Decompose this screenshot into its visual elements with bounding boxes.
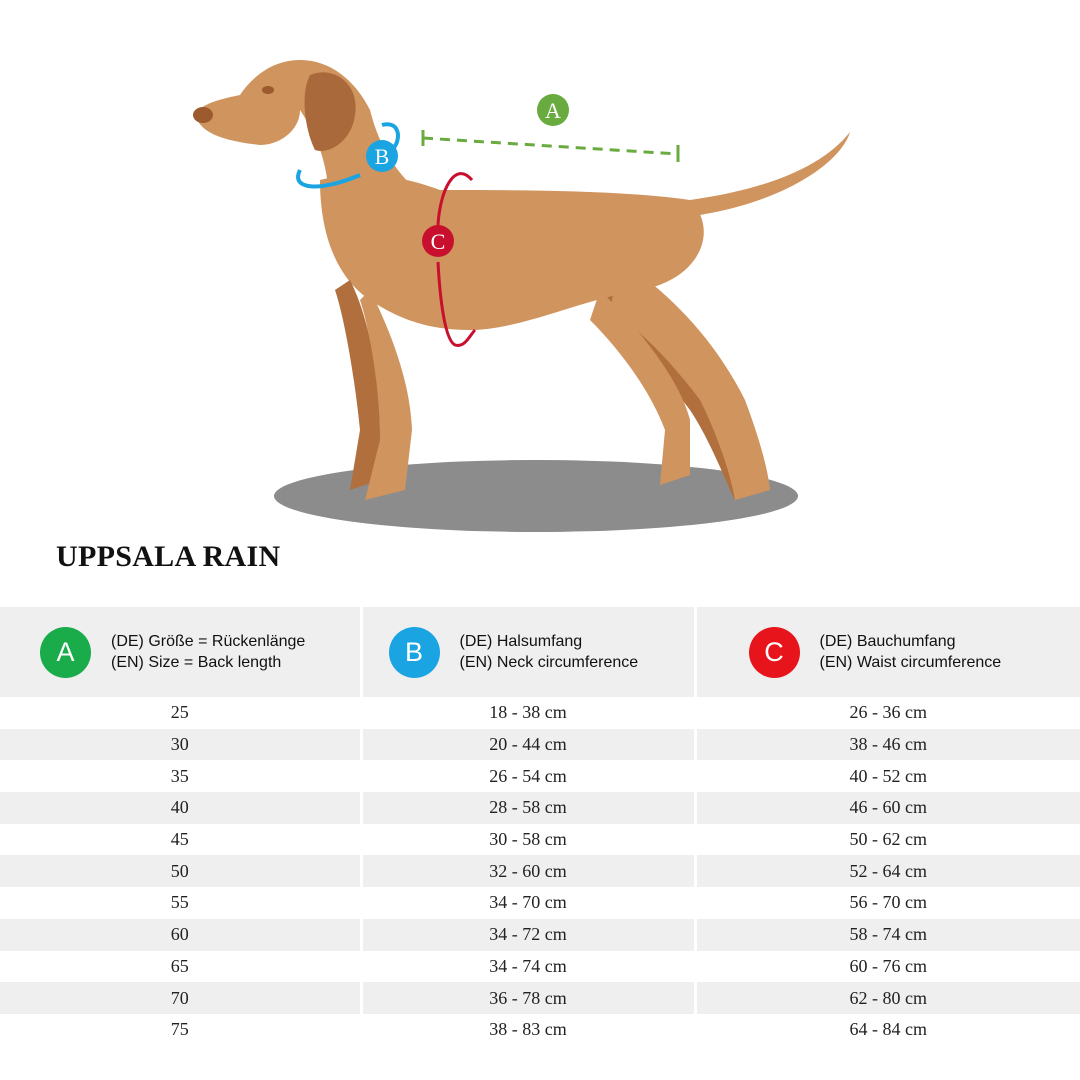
badge-a-icon: A — [40, 626, 91, 678]
cell-size: 25 — [0, 697, 363, 729]
cell-neck: 32 - 60 cm — [361, 855, 697, 888]
cell-size: 65 — [0, 950, 363, 983]
cell-neck: 34 - 70 cm — [361, 887, 697, 919]
floor-shadow — [274, 460, 798, 532]
table-row: 25 18 - 38 cm 26 - 36 cm — [0, 697, 1080, 729]
cell-neck: 30 - 58 cm — [361, 823, 697, 856]
table-row: 75 38 - 83 cm 64 - 84 cm — [0, 1013, 1080, 1046]
cell-waist: 46 - 60 cm — [695, 792, 1080, 824]
table-row: 70 36 - 78 cm 62 - 80 cm — [0, 982, 1080, 1014]
product-title: UPPSALA RAIN — [56, 540, 281, 573]
cell-waist: 50 - 62 cm — [849, 829, 927, 850]
cell-neck: 20 - 44 cm — [361, 728, 697, 761]
table-row: 45 30 - 58 cm 50 - 62 cm — [0, 823, 1080, 856]
header-waist: C (DE) Bauchumfang (EN) Waist circumferen… — [695, 607, 1080, 697]
table-row: 40 28 - 58 cm 46 - 60 cm — [0, 792, 1080, 824]
table-row: 30 20 - 44 cm 38 - 46 cm — [0, 728, 1080, 761]
cell-neck: 38 - 83 cm — [361, 1013, 697, 1046]
size-table: A (DE) Größe = Rückenlänge (EN) Size = Ba… — [0, 607, 1080, 1046]
cell-neck: 18 - 38 cm — [361, 697, 697, 729]
header-back-length: A (DE) Größe = Rückenlänge (EN) Size = Ba… — [0, 607, 363, 697]
svg-text:C: C — [431, 229, 446, 254]
cell-waist: 26 - 36 cm — [849, 702, 927, 723]
waist-marker: C — [422, 172, 477, 347]
dog-figure — [193, 60, 850, 500]
neck-marker: B — [296, 122, 400, 189]
cell-neck: 26 - 54 cm — [361, 760, 697, 793]
cell-size: 30 — [0, 728, 363, 761]
header-en: (EN) Waist circumference — [819, 654, 1002, 671]
cell-waist: 60 - 76 cm — [849, 955, 927, 976]
header-de: (DE) Bauchumfang — [819, 633, 956, 650]
header-en: (EN) Size = Back length — [111, 654, 282, 671]
cell-size: 50 — [0, 855, 363, 888]
table-row: 60 34 - 72 cm 58 - 74 cm — [0, 918, 1080, 951]
badge-b-icon: B — [388, 626, 440, 678]
cell-neck: 28 - 58 cm — [361, 792, 697, 824]
cell-size: 70 — [0, 982, 363, 1014]
cell-waist: 62 - 80 cm — [695, 982, 1080, 1014]
svg-text:B: B — [375, 144, 390, 169]
cell-size: 35 — [0, 760, 363, 793]
cell-waist: 52 - 64 cm — [695, 855, 1080, 888]
cell-size: 55 — [0, 887, 363, 919]
table-row: 50 32 - 60 cm 52 - 64 cm — [0, 855, 1080, 888]
cell-neck: 36 - 78 cm — [361, 982, 697, 1014]
table-row: 35 26 - 54 cm 40 - 52 cm — [0, 760, 1080, 793]
cell-waist: 56 - 70 cm — [849, 892, 927, 913]
cell-neck: 34 - 74 cm — [361, 950, 697, 983]
cell-size: 40 — [0, 792, 363, 824]
table-row: 65 34 - 74 cm 60 - 76 cm — [0, 950, 1080, 983]
cell-size: 75 — [0, 1013, 363, 1046]
table-header-row: A (DE) Größe = Rückenlänge (EN) Size = Ba… — [0, 607, 1080, 697]
header-neck: B (DE) Halsumfang (EN) Neck circumference — [361, 607, 697, 697]
cell-neck: 34 - 72 cm — [361, 918, 697, 951]
table-row: 55 34 - 70 cm 56 - 70 cm — [0, 887, 1080, 919]
header-en: (EN) Neck circumference — [459, 654, 639, 671]
cell-waist: 40 - 52 cm — [849, 765, 927, 786]
badge-c-icon: C — [748, 626, 800, 678]
header-de: (DE) Halsumfang — [459, 633, 583, 650]
cell-size: 60 — [0, 918, 363, 951]
cell-waist: 38 - 46 cm — [695, 728, 1080, 761]
cell-size: 45 — [0, 823, 363, 856]
cell-waist: 64 - 84 cm — [849, 1019, 927, 1040]
svg-text:A: A — [545, 98, 561, 123]
header-de: (DE) Größe = Rückenlänge — [111, 633, 306, 650]
cell-waist: 58 - 74 cm — [695, 918, 1080, 951]
back-length-marker: A — [421, 94, 680, 162]
dog-measurement-illustration: A B C — [193, 60, 850, 532]
